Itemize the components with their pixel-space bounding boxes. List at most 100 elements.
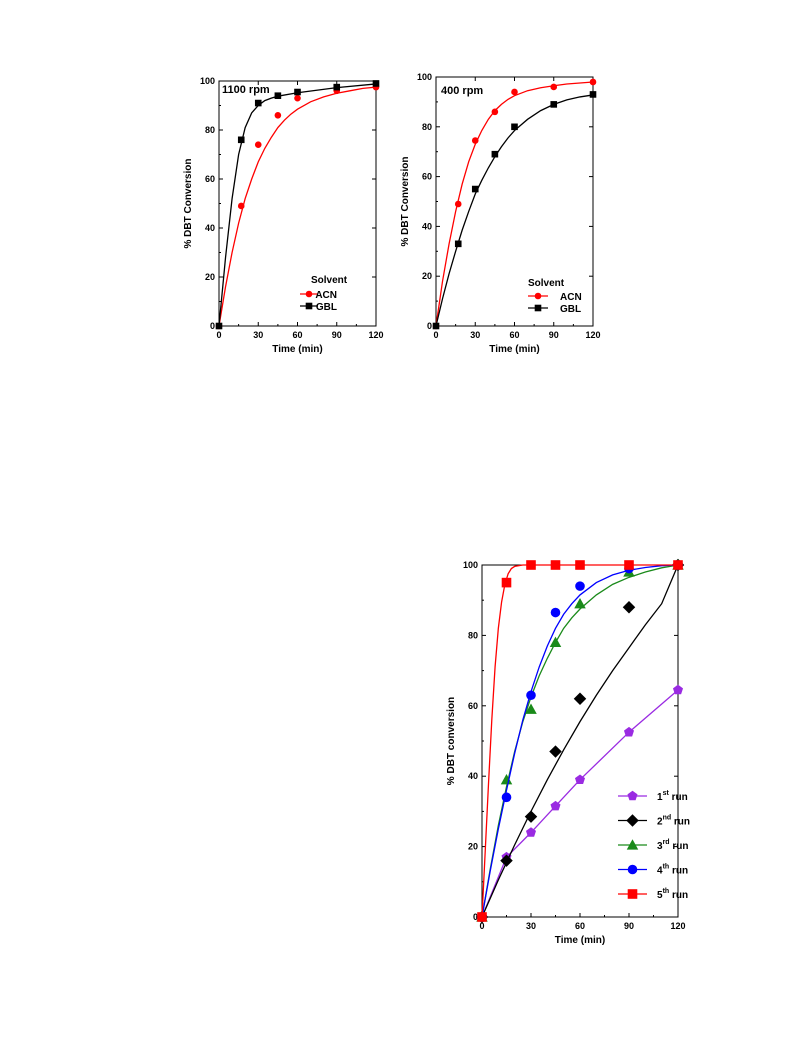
- x-tick-label: 120: [585, 330, 600, 340]
- data-point: [274, 92, 282, 99]
- data-point: [525, 827, 537, 837]
- y-tick-label: 0: [427, 321, 432, 331]
- data-point: [550, 83, 558, 91]
- y-tick-label: 20: [468, 842, 478, 852]
- x-tick-label: 30: [470, 330, 480, 340]
- data-point: [575, 560, 585, 570]
- y-tick-label: 80: [422, 122, 432, 132]
- series-3: [476, 559, 684, 922]
- chart-400-rpm: 0 30 60 90 120 0 20 40 60 80 100 Time (min) % DBT Co…: [400, 72, 601, 355]
- data-point: [573, 692, 587, 705]
- legend-marker: [626, 839, 639, 850]
- legend-marker: [534, 304, 542, 312]
- y-tick-label: 0: [473, 912, 478, 922]
- data-point: [471, 137, 479, 144]
- y-tick-label: 100: [200, 76, 215, 86]
- chart-1100-rpm: 0 30 60 90 120 0 20 40 60 80 100 Time (min) % DBT Co…: [183, 76, 384, 355]
- data-point: [526, 560, 536, 570]
- legend-marker: [534, 292, 542, 300]
- data-point: [237, 202, 245, 210]
- legend-marker: [627, 790, 638, 801]
- x-tick-label: 30: [526, 921, 536, 931]
- data-point: [550, 560, 561, 570]
- x-tick-label: 120: [368, 330, 383, 340]
- x-tick-label: 60: [575, 921, 585, 931]
- data-point: [549, 636, 562, 648]
- legend-marker: [627, 864, 638, 875]
- series-fit-line: [481, 689, 679, 918]
- series-fit-line: [481, 564, 679, 918]
- legend-marker: [626, 814, 639, 827]
- data-point: [477, 912, 487, 922]
- x-tick-label: 0: [479, 921, 484, 931]
- data-point: [274, 112, 282, 119]
- series-acn: [432, 78, 597, 330]
- y-axis-title: % DBT conversion: [446, 697, 457, 785]
- data-point: [471, 185, 479, 193]
- legend-title: Solvent: [528, 278, 565, 289]
- legend-label: 2nd run: [657, 815, 690, 828]
- y-tick-label: 0: [210, 321, 215, 331]
- y-tick-label: 100: [417, 72, 432, 82]
- data-point: [432, 322, 440, 330]
- data-point: [237, 136, 245, 144]
- y-tick-label: 20: [205, 272, 215, 282]
- data-point: [491, 150, 499, 158]
- data-point: [372, 80, 380, 87]
- y-axis-title: % DBT Conversion: [183, 158, 194, 248]
- x-axis-title: Time (min): [489, 344, 539, 355]
- x-tick-label: 60: [292, 330, 302, 340]
- data-point: [589, 78, 597, 86]
- x-axis-title: Time (min): [555, 935, 605, 946]
- data-point: [550, 607, 561, 618]
- data-point: [549, 745, 562, 758]
- data-point: [623, 726, 635, 737]
- data-point: [500, 773, 513, 785]
- y-tick-label: 60: [468, 701, 478, 711]
- legend-label: 5th run: [657, 888, 688, 901]
- series-fit-line: [481, 564, 679, 918]
- x-tick-label: 0: [216, 330, 221, 340]
- y-tick-label: 100: [463, 560, 478, 570]
- data-point: [526, 690, 536, 701]
- x-tick-label: 90: [332, 330, 342, 340]
- plot-frame: [481, 564, 679, 918]
- x-tick-label: 90: [624, 921, 634, 931]
- data-point: [491, 108, 499, 116]
- data-point: [672, 684, 684, 695]
- data-point: [511, 88, 518, 96]
- data-point: [511, 123, 518, 131]
- y-tick-label: 40: [468, 771, 478, 781]
- data-point: [501, 792, 512, 803]
- legend: 1st run 2nd run 3rd run 4th run 5th run: [618, 790, 690, 901]
- x-axis-title: Time (min): [272, 344, 322, 355]
- data-point: [454, 200, 462, 208]
- data-point: [524, 810, 538, 823]
- legend-label: 3rd run: [657, 839, 688, 852]
- legend-label: ACN: [315, 290, 337, 301]
- rpm-annotation: 400 rpm: [441, 85, 483, 97]
- data-point: [624, 560, 634, 570]
- y-axis-title: % DBT Conversion: [400, 156, 411, 246]
- series-fit-line: [481, 564, 678, 918]
- rpm-annotation: 1100 rpm: [222, 84, 270, 96]
- data-point: [254, 99, 262, 107]
- data-point: [622, 601, 636, 614]
- series-5: [477, 560, 683, 922]
- y-tick-label: 40: [205, 223, 215, 233]
- data-point: [550, 800, 561, 811]
- y-tick-label: 20: [422, 271, 432, 281]
- legend-marker: [305, 302, 313, 310]
- data-point: [215, 322, 223, 330]
- x-tick-label: 60: [509, 330, 519, 340]
- data-point: [574, 774, 586, 784]
- y-tick-label: 60: [205, 174, 215, 184]
- legend-label: 1st run: [657, 790, 688, 803]
- series-gbl: [432, 91, 597, 330]
- data-point: [501, 577, 512, 588]
- data-point: [589, 91, 597, 98]
- series-gbl: [215, 80, 380, 330]
